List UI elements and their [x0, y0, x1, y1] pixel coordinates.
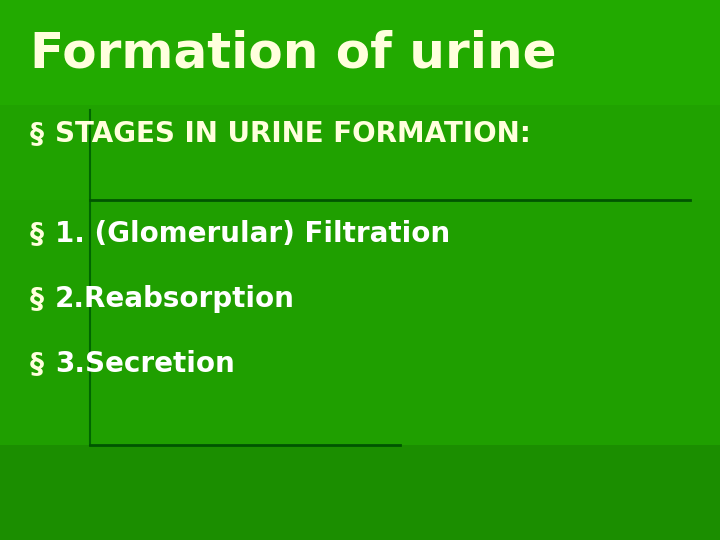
Text: STAGES IN URINE FORMATION:: STAGES IN URINE FORMATION: [55, 120, 531, 148]
Text: §: § [30, 350, 44, 378]
Text: 3.Secretion: 3.Secretion [55, 350, 235, 378]
Bar [0, 445, 720, 540]
Text: §: § [30, 120, 44, 148]
Bar [0, 200, 720, 445]
Text: §: § [30, 220, 44, 248]
Text: 1. (Glomerular) Filtration: 1. (Glomerular) Filtration [55, 220, 450, 248]
Text: §: § [30, 285, 44, 313]
Text: 2.Reabsorption: 2.Reabsorption [55, 285, 295, 313]
Bar [0, 105, 720, 200]
Text: Formation of urine: Formation of urine [30, 30, 557, 78]
